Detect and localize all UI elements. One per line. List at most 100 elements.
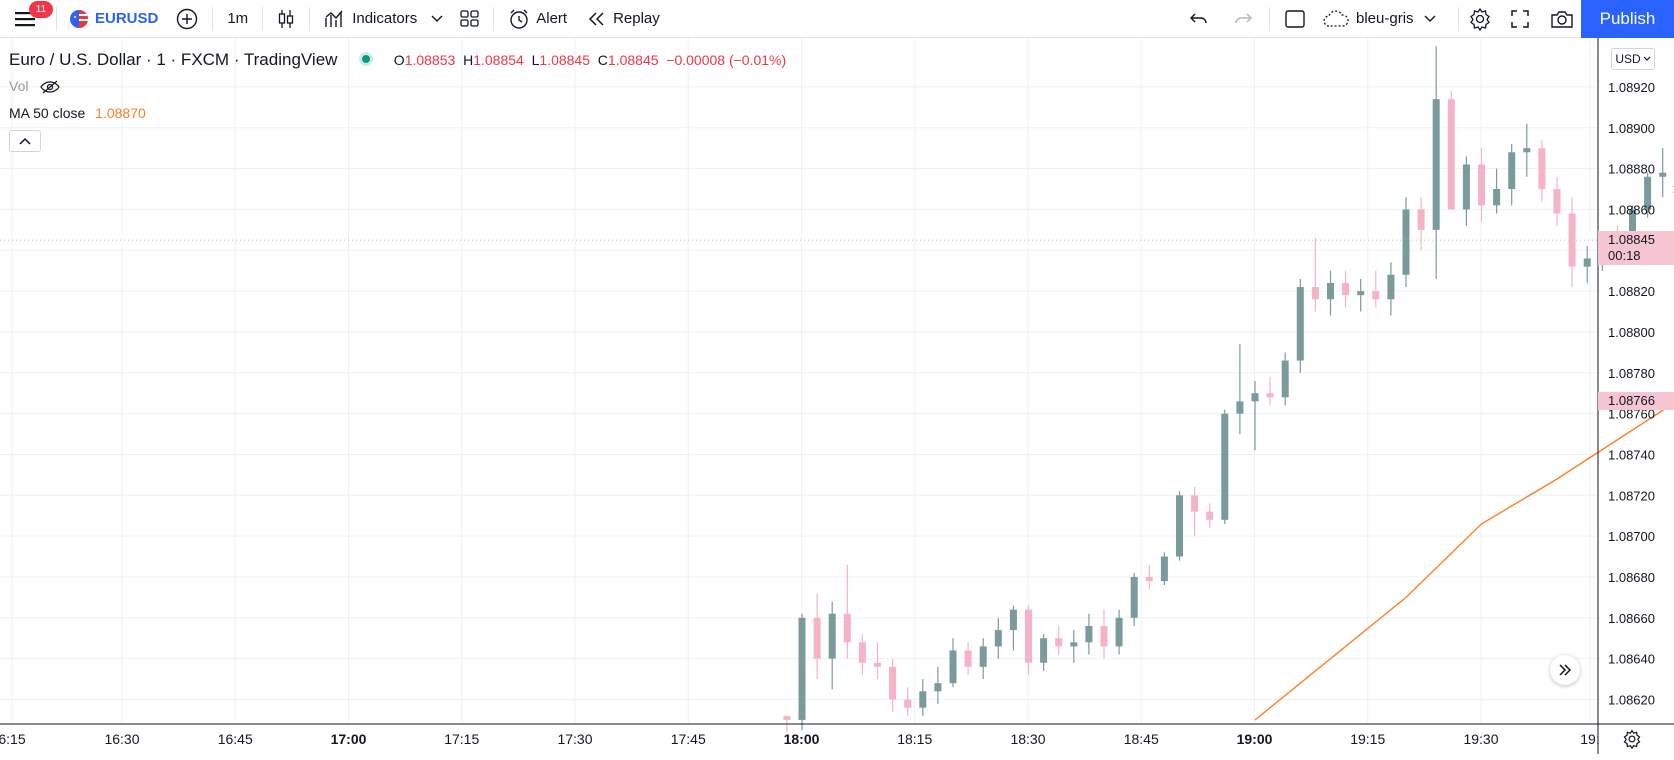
x-tick-label: 6:15 (0, 731, 26, 747)
candle-body (798, 617, 806, 720)
alert-label: Alert (536, 10, 568, 27)
candle (1644, 172, 1652, 218)
menu-button[interactable]: 11 (0, 0, 53, 38)
current-price-label: 1.08845 00:18 (1598, 231, 1674, 266)
publish-button[interactable]: Publish (1581, 0, 1674, 38)
top-toolbar: 11 EURUSD 1m Indicators (0, 0, 1674, 38)
price-chart[interactable]: ** 1.086201.086401.086601.086801.087001.… (0, 38, 1674, 760)
indicators-label: Indicators (352, 10, 418, 27)
fullscreen-layout-button[interactable] (1280, 0, 1310, 38)
chart-title[interactable]: Euro / U.S. Dollar · 1 · FXCM · TradingV… (9, 50, 338, 69)
candle (1070, 630, 1078, 663)
square-icon (1284, 9, 1306, 29)
candle (1387, 262, 1395, 316)
camera-icon (1550, 9, 1574, 29)
theme-button[interactable]: bleu-gris (1318, 0, 1440, 38)
candle-body (1508, 152, 1516, 190)
candle (1311, 238, 1319, 312)
candle-body (994, 630, 1002, 647)
candle (1251, 380, 1259, 451)
candle-body (1115, 617, 1123, 647)
candle-body (1160, 556, 1168, 582)
y-tick-label: 1.08680 (1608, 570, 1655, 585)
candle-body (1009, 609, 1017, 631)
candle (1115, 609, 1123, 655)
annotations-layer: ** (1673, 178, 1674, 213)
currency-label: USD (1615, 52, 1641, 66)
candle-body (1538, 148, 1546, 190)
redo-button[interactable] (1227, 0, 1259, 38)
candles-layer (783, 46, 1667, 733)
symbol-search-button[interactable]: EURUSD (61, 0, 166, 38)
candle (1040, 634, 1048, 671)
chevron-up-icon (19, 137, 31, 145)
undo-button[interactable] (1183, 0, 1215, 38)
ma-label[interactable]: MA 50 close (9, 105, 86, 121)
candle (1462, 156, 1470, 226)
undo-icon (1189, 11, 1209, 27)
volume-label[interactable]: Vol (9, 78, 29, 94)
cloud-icon (1322, 9, 1350, 29)
candle (1342, 270, 1350, 308)
candle (1402, 197, 1410, 288)
candle-body (1055, 638, 1063, 647)
x-tick-label: 16:30 (104, 731, 139, 747)
alarm-clock-icon (508, 8, 530, 30)
scroll-to-realtime-button[interactable] (1550, 655, 1580, 685)
candle (1447, 91, 1455, 210)
y-tick-label: 1.08880 (1608, 162, 1655, 177)
candle-body (1432, 99, 1440, 230)
moving-average-layer (1254, 402, 1674, 721)
volume-legend: Vol (9, 78, 61, 94)
candle-body (828, 613, 836, 659)
fullscreen-button[interactable] (1504, 0, 1536, 38)
candle-body (964, 650, 972, 667)
x-tick-label: 19:00 (1237, 731, 1273, 747)
alert-button[interactable]: Alert (498, 0, 577, 38)
open-value: 1.08853 (404, 52, 456, 68)
eye-hidden-icon[interactable] (40, 80, 61, 94)
rewind-icon (587, 11, 607, 27)
candle-body (1583, 258, 1591, 267)
second-price-value: 1.08766 (1608, 393, 1655, 409)
candle (1432, 46, 1440, 279)
y-tick-label: 1.08800 (1608, 325, 1655, 340)
layout-button[interactable] (451, 0, 489, 38)
collapse-legend-button[interactable] (9, 130, 41, 152)
indicators-button[interactable]: Indicators (314, 0, 423, 38)
y-tick-label: 1.08760 (1608, 407, 1655, 422)
candle (858, 634, 866, 675)
compare-add-button[interactable] (166, 0, 208, 38)
x-tick-label: 19: (1580, 731, 1599, 747)
plus-circle-icon (176, 8, 198, 30)
candle-body (1447, 99, 1455, 210)
x-tick-label: 18:15 (897, 731, 932, 747)
fullscreen-icon (1510, 9, 1530, 29)
scale-settings-button[interactable] (1622, 729, 1642, 754)
candle-body (1553, 189, 1561, 214)
separator (493, 6, 495, 31)
market-status-dot (361, 55, 370, 63)
candle (1296, 278, 1304, 373)
candle (1025, 605, 1032, 675)
candle-body (1644, 176, 1652, 210)
x-tick-label: 17:00 (331, 731, 367, 747)
x-tick-label: 19:15 (1350, 731, 1385, 747)
templates-dropdown-button[interactable] (423, 0, 451, 38)
snapshot-button[interactable] (1544, 0, 1580, 38)
candle-body (1629, 209, 1636, 243)
chart-type-button[interactable] (267, 0, 305, 38)
change-value: −0.00008 (−0.01%) (666, 52, 787, 68)
candle-body (1145, 576, 1153, 582)
chevron-down-icon (1424, 15, 1436, 23)
candle (1357, 278, 1365, 312)
replay-label: Replay (613, 10, 660, 27)
candle (1659, 148, 1667, 198)
candle-body (934, 683, 942, 692)
currency-selector[interactable]: USD (1611, 48, 1655, 70)
interval-button[interactable]: 1m (217, 0, 258, 38)
settings-button[interactable] (1462, 0, 1498, 38)
y-tick-label: 1.08920 (1608, 80, 1655, 95)
replay-button[interactable]: Replay (577, 0, 670, 38)
open-label: O (393, 52, 405, 68)
